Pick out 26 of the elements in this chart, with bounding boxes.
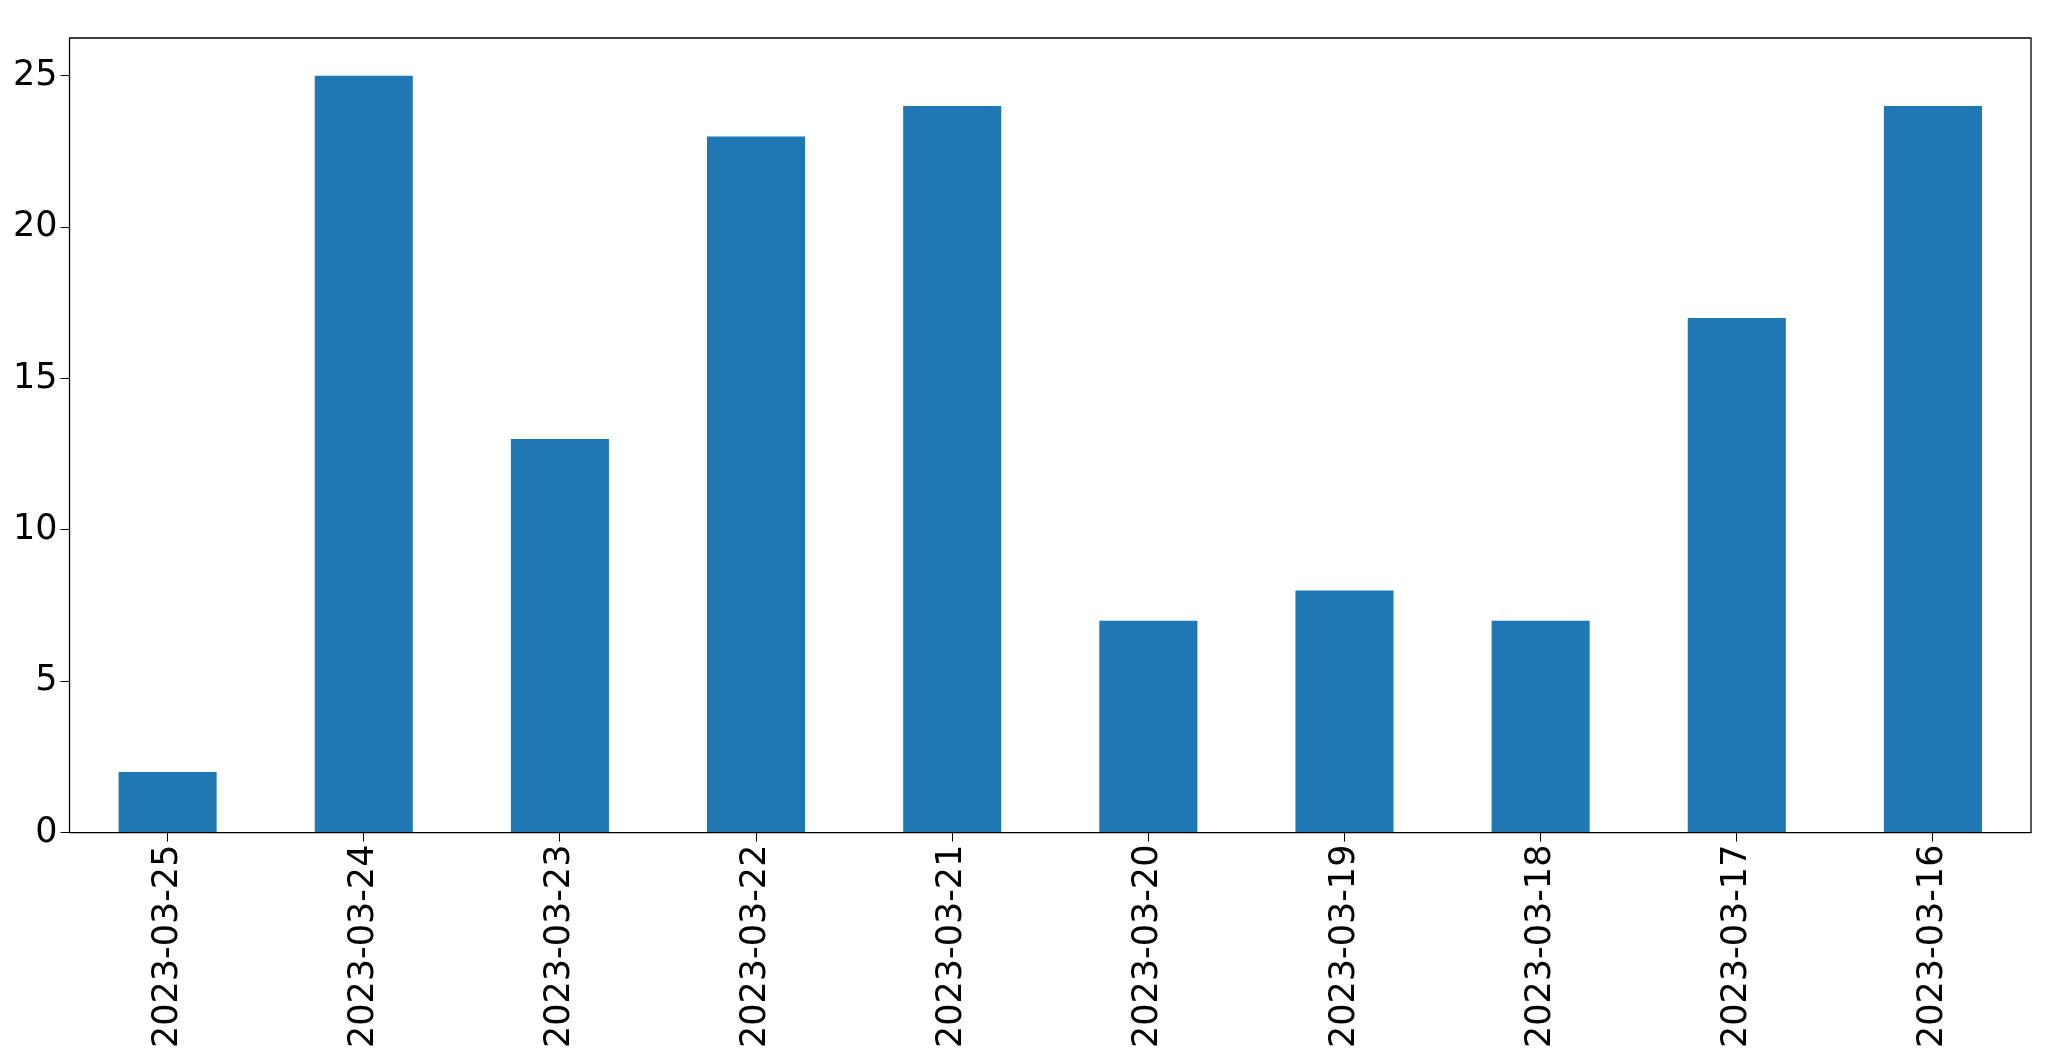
- bar: [1295, 590, 1394, 833]
- bar: [1687, 318, 1786, 833]
- x-tick-label: 2023-03-16: [1910, 844, 1951, 1048]
- y-tick-label: 20: [12, 204, 58, 245]
- x-tick-label: 2023-03-21: [929, 844, 970, 1048]
- x-tick-label: 2023-03-22: [733, 844, 774, 1048]
- x-tick-label: 2023-03-23: [537, 844, 577, 1048]
- x-tick-label: 2023-03-19: [1321, 844, 1362, 1048]
- bar: [510, 439, 609, 833]
- y-tick-label: 0: [35, 809, 58, 850]
- x-tick-label: 2023-03-20: [1125, 844, 1166, 1048]
- bar: [314, 75, 413, 833]
- y-tick-label: 10: [12, 506, 58, 547]
- y-tick-label: 25: [12, 52, 58, 93]
- x-tick-label: 2023-03-25: [144, 844, 185, 1048]
- y-tick-label: 15: [12, 355, 58, 396]
- x-tick-label: 2023-03-24: [340, 844, 381, 1048]
- y-tick-label: 5: [35, 658, 58, 699]
- bar: [1883, 106, 1982, 833]
- bar: [707, 136, 806, 833]
- bar: [1099, 620, 1198, 833]
- bar: [903, 106, 1002, 833]
- bar: [1491, 620, 1590, 833]
- x-tick-label: 2023-03-17: [1713, 844, 1754, 1048]
- bar: [118, 772, 217, 833]
- x-tick-label: 2023-03-18: [1517, 844, 1558, 1048]
